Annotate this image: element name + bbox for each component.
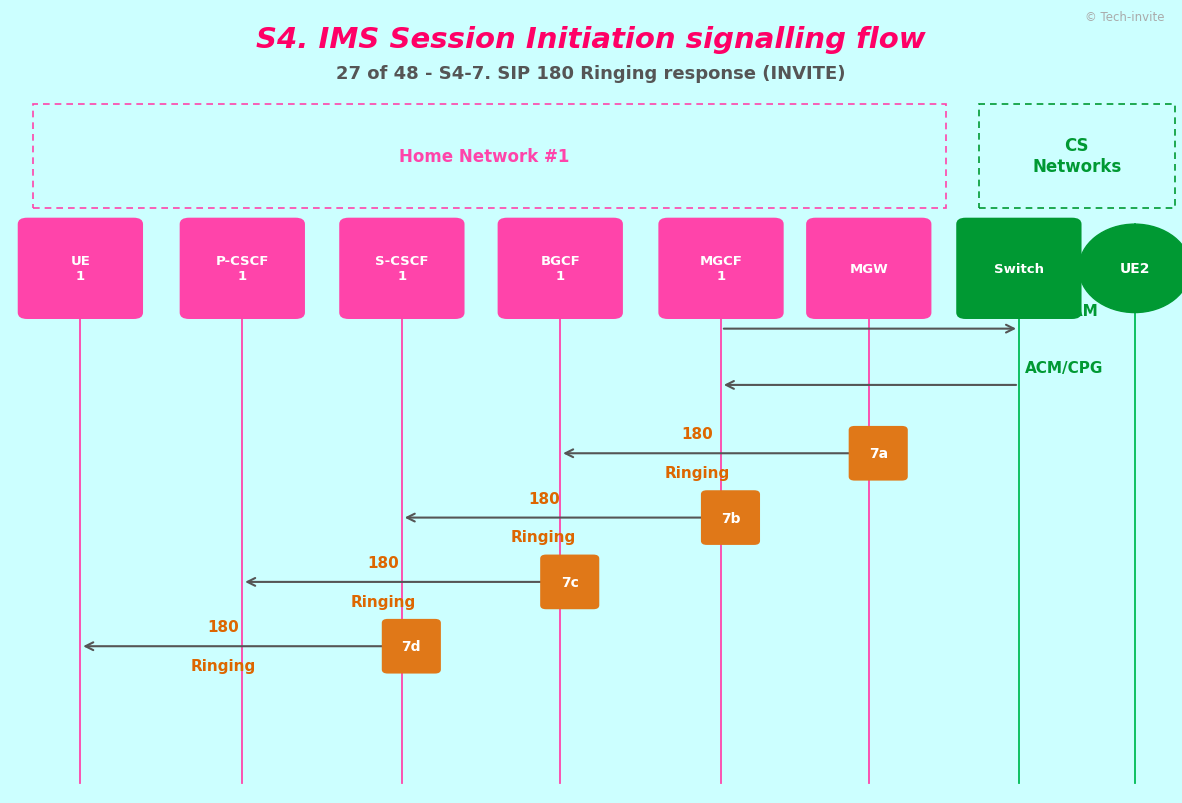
Text: Switch: Switch <box>994 263 1044 275</box>
Text: MGW: MGW <box>850 263 888 275</box>
FancyBboxPatch shape <box>339 218 465 320</box>
Text: Ringing: Ringing <box>511 530 577 544</box>
Text: Ringing: Ringing <box>190 658 256 673</box>
Text: UE2: UE2 <box>1119 262 1150 276</box>
Bar <box>33 104 946 209</box>
FancyBboxPatch shape <box>180 218 305 320</box>
FancyBboxPatch shape <box>701 491 760 545</box>
Text: UE
1: UE 1 <box>71 255 90 283</box>
Text: 27 of 48 - S4-7. SIP 180 Ringing response (INVITE): 27 of 48 - S4-7. SIP 180 Ringing respons… <box>336 65 846 83</box>
Text: ACM/CPG: ACM/CPG <box>1025 361 1103 375</box>
Text: Ringing: Ringing <box>664 466 729 480</box>
Text: S-CSCF
1: S-CSCF 1 <box>375 255 429 283</box>
Text: 180: 180 <box>208 620 239 634</box>
Text: 7d: 7d <box>402 639 421 654</box>
Text: COT/IAM: COT/IAM <box>1025 304 1098 319</box>
Text: Home Network #1: Home Network #1 <box>400 148 570 165</box>
Text: MGCF
1: MGCF 1 <box>700 255 742 283</box>
Text: CS
Networks: CS Networks <box>1032 137 1122 176</box>
Ellipse shape <box>1079 225 1182 313</box>
FancyBboxPatch shape <box>806 218 931 320</box>
Text: 180: 180 <box>681 427 713 442</box>
Text: 180: 180 <box>368 556 400 570</box>
FancyBboxPatch shape <box>658 218 784 320</box>
FancyBboxPatch shape <box>18 218 143 320</box>
Text: P-CSCF
1: P-CSCF 1 <box>215 255 269 283</box>
Text: BGCF
1: BGCF 1 <box>540 255 580 283</box>
Text: © Tech-invite: © Tech-invite <box>1085 11 1164 24</box>
Bar <box>979 104 1175 209</box>
FancyBboxPatch shape <box>498 218 623 320</box>
FancyBboxPatch shape <box>382 619 441 674</box>
Text: 180: 180 <box>528 491 559 506</box>
Text: 7b: 7b <box>721 511 740 525</box>
Text: 7a: 7a <box>869 446 888 461</box>
FancyBboxPatch shape <box>540 555 599 609</box>
FancyBboxPatch shape <box>956 218 1082 320</box>
Text: 7c: 7c <box>560 575 579 589</box>
Text: Ringing: Ringing <box>351 594 416 609</box>
Text: S4. IMS Session Initiation signalling flow: S4. IMS Session Initiation signalling fl… <box>256 26 926 54</box>
FancyBboxPatch shape <box>849 426 908 481</box>
